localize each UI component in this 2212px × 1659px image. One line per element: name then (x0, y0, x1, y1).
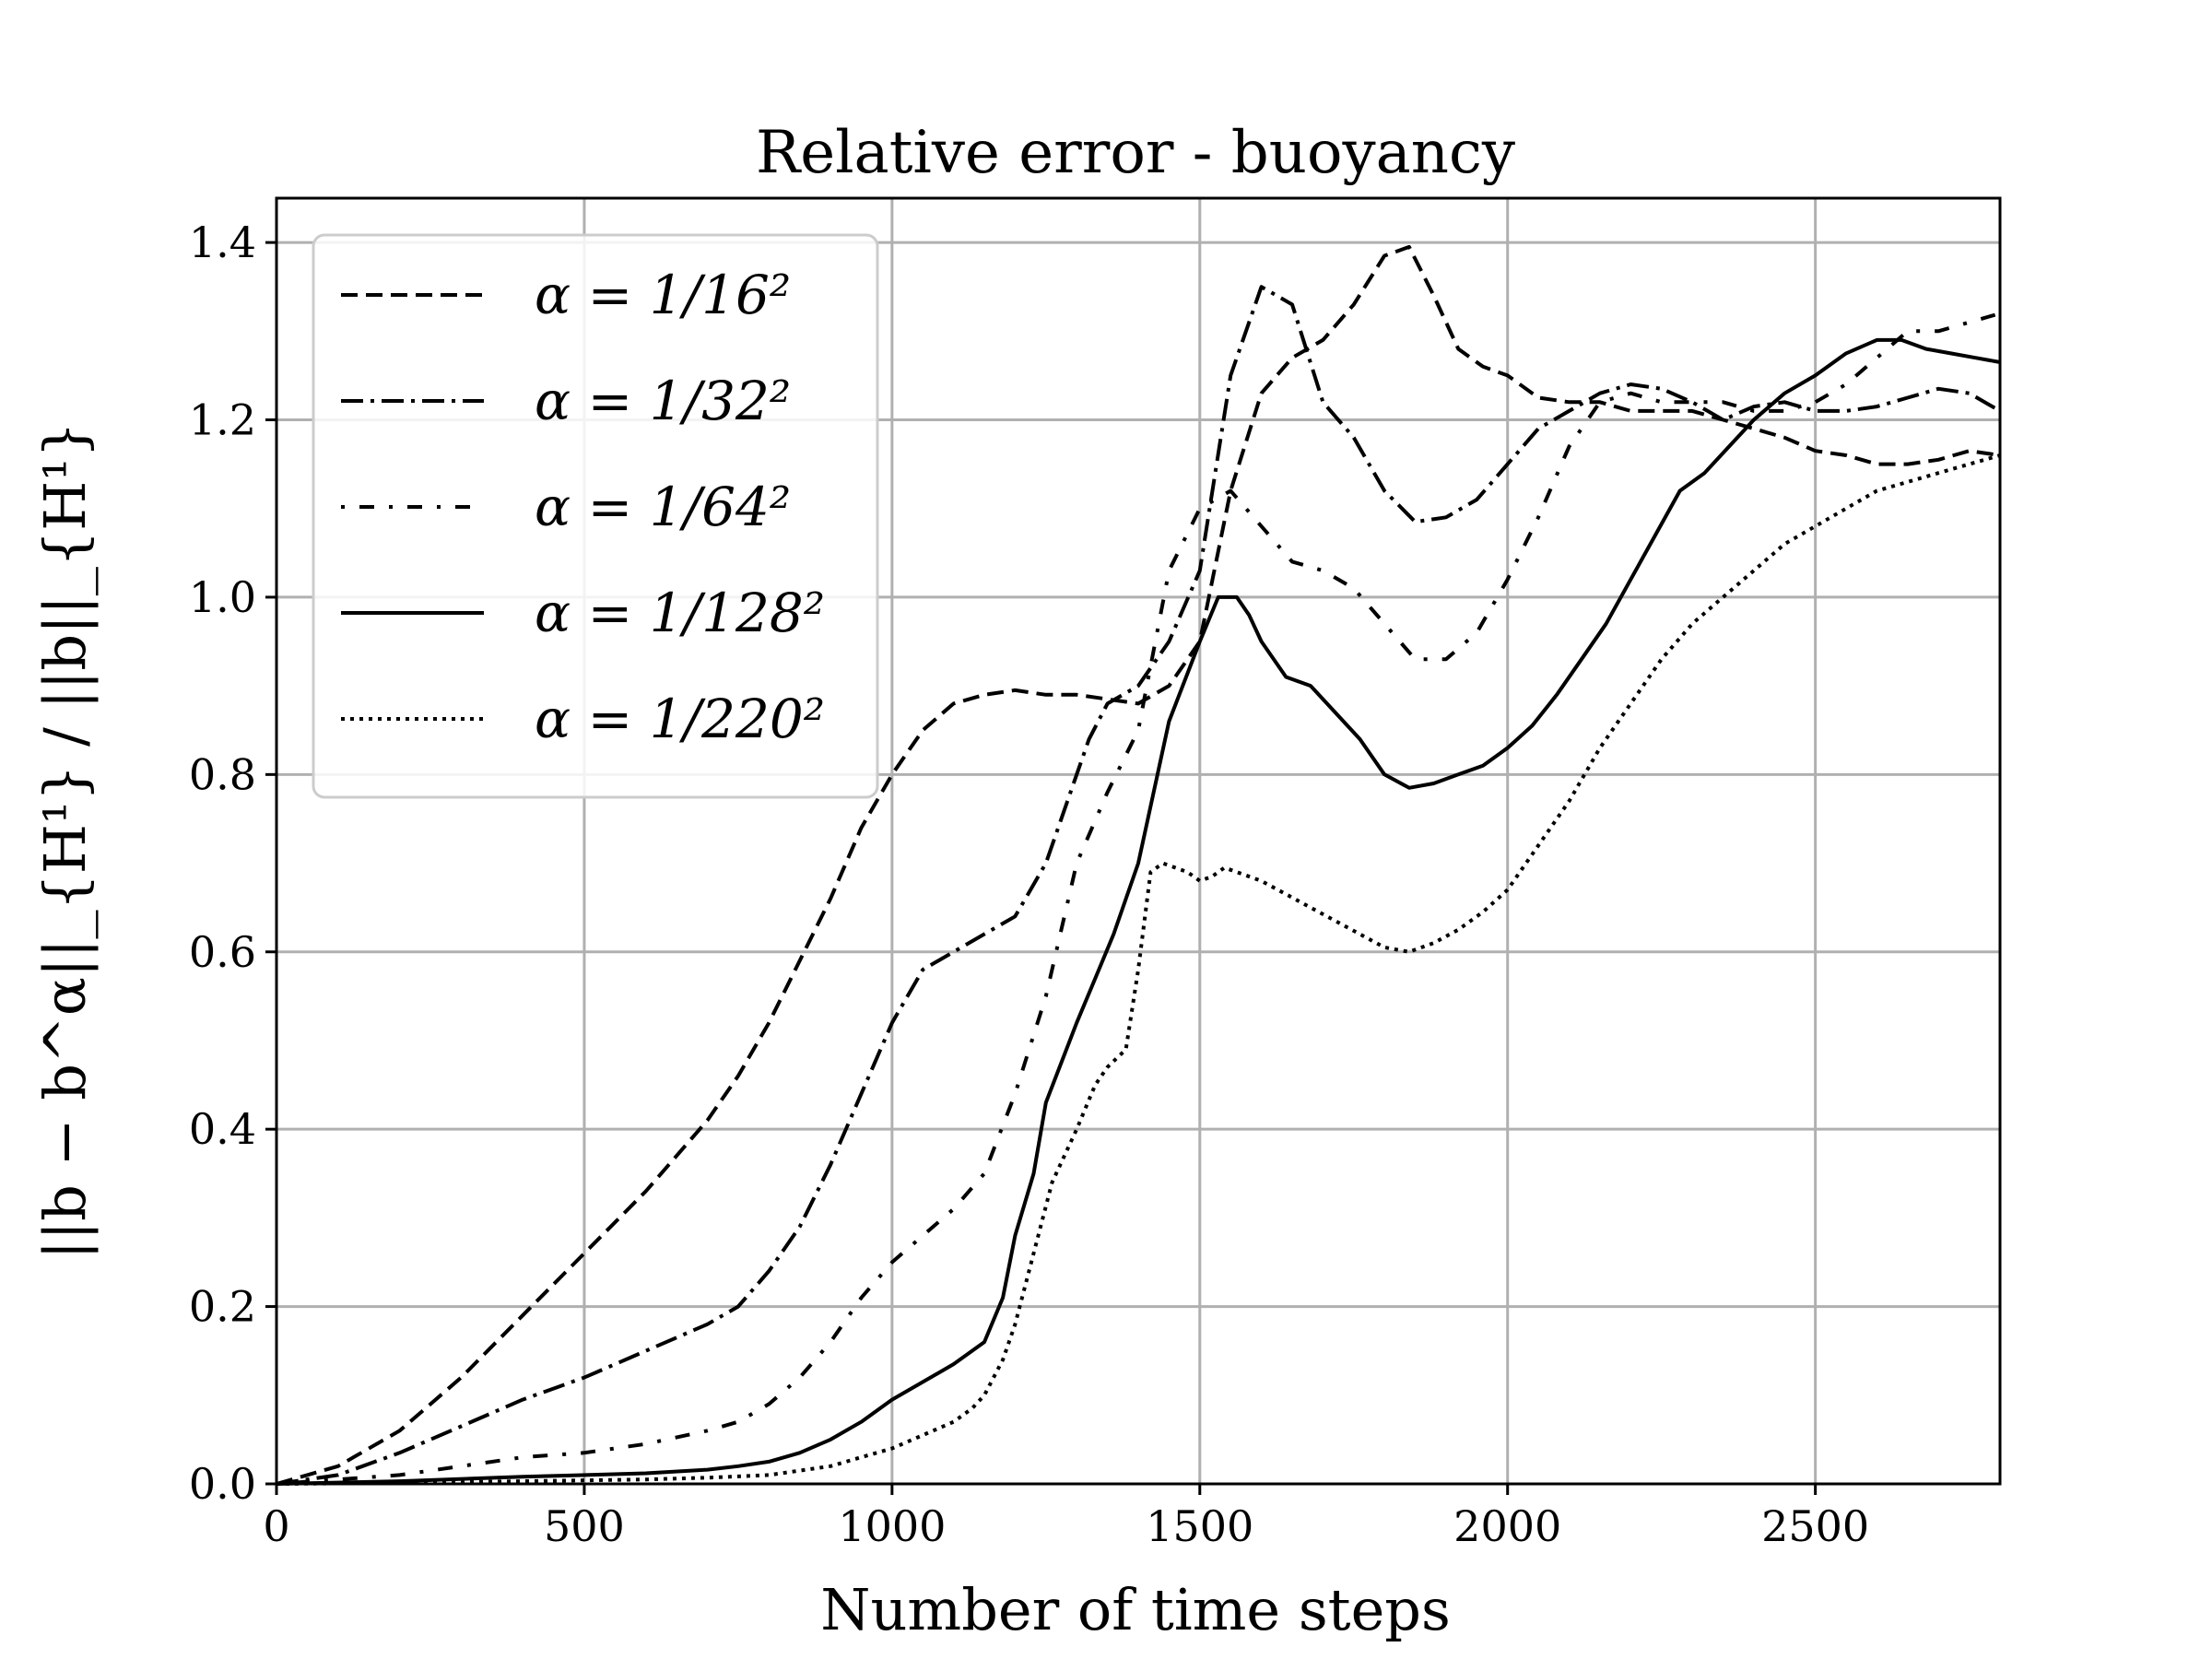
x-axis-ticks: 0 500 1000 1500 2000 2500 (263, 1484, 1869, 1551)
legend: α = 1/16² α = 1/32² α = 1/64² α = 1/128² α =… (312, 233, 879, 799)
legend-box (312, 233, 879, 799)
x-tick-label: 2000 (1453, 1501, 1561, 1551)
series-line-2 (276, 285, 2001, 1486)
y-axis-label: ||b − b^α||_{H¹} / ||b||_{H¹} (31, 421, 99, 1259)
y-tick-label: 0.6 (189, 927, 256, 977)
y-tick-label: 0.4 (189, 1104, 256, 1154)
y-tick-label: 1.2 (189, 395, 256, 445)
legend-label-2: α = 1/32² (535, 370, 791, 432)
legend-label-4: α = 1/128² (535, 582, 825, 644)
series-lines (276, 244, 2001, 1486)
y-tick-label: 1.0 (189, 572, 256, 622)
x-tick-label: 2500 (1761, 1501, 1869, 1551)
y-axis-ticks: 0.0 0.2 0.4 0.6 0.8 1.0 1.2 1.4 (189, 218, 276, 1509)
legend-label-5: α = 1/220² (535, 688, 825, 750)
x-tick-label: 500 (544, 1501, 625, 1551)
series-line-1 (276, 244, 2001, 1486)
x-tick-label: 1500 (1146, 1501, 1253, 1551)
x-tick-label: 0 (263, 1501, 289, 1551)
y-tick-label: 0.8 (189, 749, 256, 799)
x-axis-label: Number of time steps (820, 1576, 1451, 1643)
plot-frame (275, 196, 2002, 1486)
y-tick-label: 0.0 (189, 1459, 256, 1509)
legend-label-3: α = 1/64² (535, 476, 791, 538)
x-tick-label: 1000 (838, 1501, 946, 1551)
y-tick-label: 1.4 (189, 218, 256, 267)
chart-title: Relative error - buoyancy (756, 119, 1515, 187)
legend-label-1: α = 1/16² (535, 264, 791, 326)
y-tick-label: 0.2 (189, 1282, 256, 1332)
series-line-4 (276, 337, 2001, 1486)
